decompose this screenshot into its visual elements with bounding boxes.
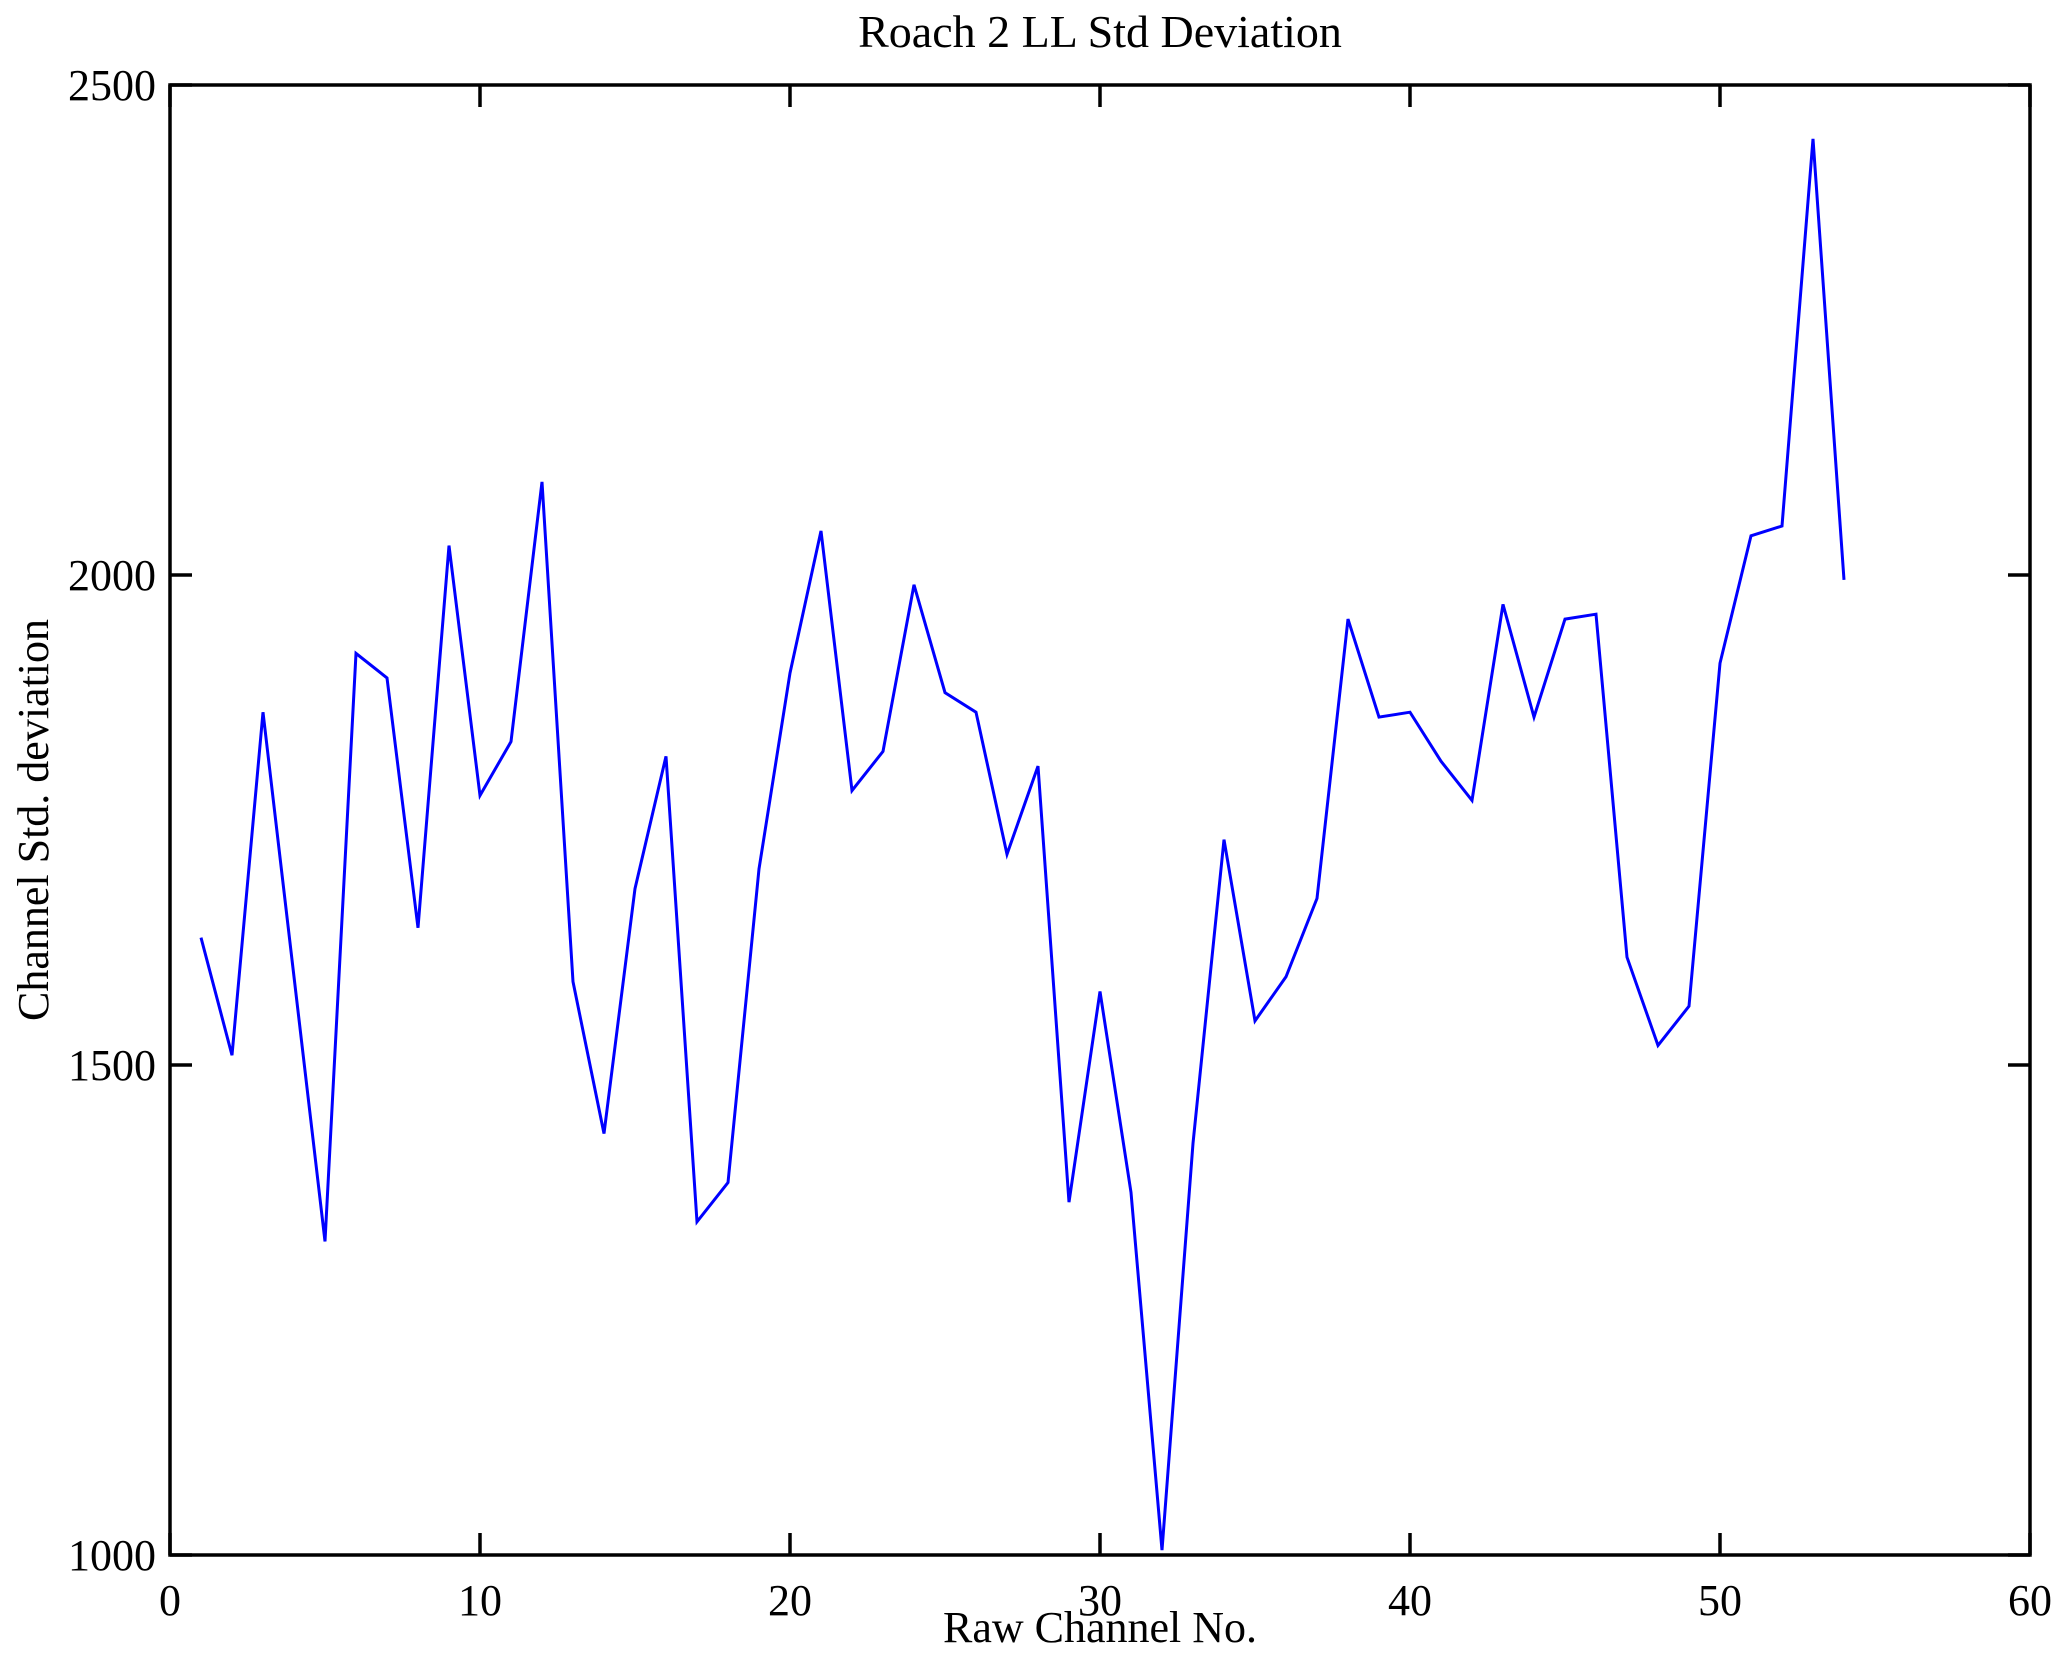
x-tick-label: 50	[1698, 1576, 1742, 1625]
x-tick-label: 30	[1078, 1576, 1122, 1625]
axis-box	[168, 83, 2032, 1557]
x-tick-label: 60	[2008, 1576, 2052, 1625]
y-axis-label: Channel Std. deviation	[9, 618, 58, 1022]
chart-title: Roach 2 LL Std Deviation	[858, 6, 1342, 57]
x-tick-label: 10	[458, 1576, 502, 1625]
x-tick-label: 20	[768, 1576, 812, 1625]
data-line-channel-std-deviation	[199, 138, 1846, 1551]
y-tick-label: 2500	[68, 61, 156, 110]
x-tick-label: 0	[159, 1576, 181, 1625]
x-tick-label: 40	[1388, 1576, 1432, 1625]
y-tick-label: 2000	[68, 551, 156, 600]
x-axis-label: Raw Channel No.	[942, 1603, 1258, 1652]
y-tick-label: 1000	[68, 1531, 156, 1580]
y-tick-label: 1500	[68, 1041, 156, 1090]
